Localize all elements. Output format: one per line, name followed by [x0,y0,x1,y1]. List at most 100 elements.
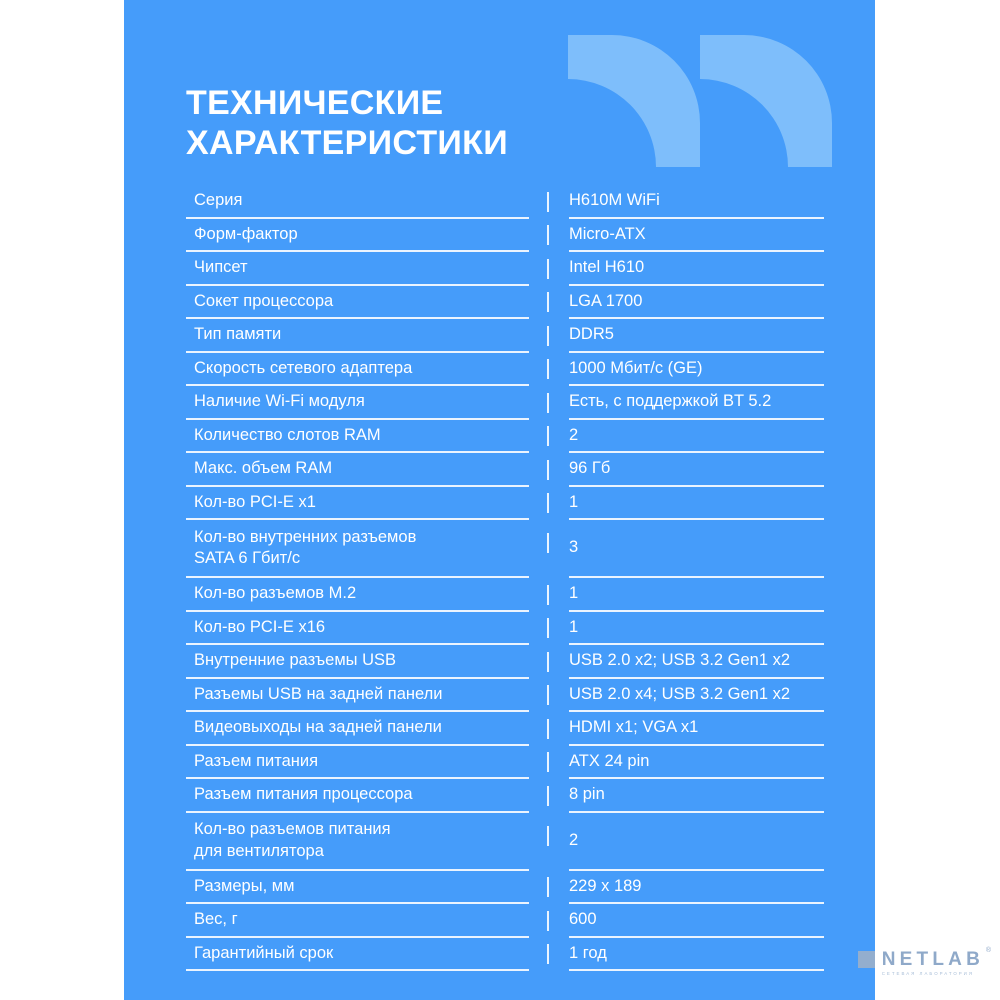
spec-label-cell: Разъемы USB на задней панели [186,679,539,713]
column-divider-tick [539,286,557,320]
spec-value-cell: LGA 1700 [557,286,836,320]
column-divider-tick [539,578,557,612]
spec-label-cell: Скорость сетевого адаптера [186,353,539,387]
registered-mark-icon: ® [985,946,991,954]
spec-label-text: Внутренние разъемы USB [194,651,397,670]
column-divider-tick [539,453,557,487]
spec-value-text: 1 [569,584,579,603]
spec-label-text: Кол-во разъемов M.2 [194,584,357,603]
spec-value-text: 1 год [569,943,607,962]
spec-value-cell: H610M WiFi [557,185,836,219]
spec-label-text: Кол-во разъемов питания для вентилятора [194,819,391,862]
spec-value-cell: 1000 Мбит/с (GE) [557,353,836,387]
spec-value-text: 3 [569,538,579,557]
page-title: ТЕХНИЧЕСКИЕ ХАРАКТЕРИСТИКИ [186,83,706,163]
spec-label-cell: Форм-фактор [186,219,539,253]
column-divider-tick [539,219,557,253]
table-row: Серия H610M WiFi [186,185,836,219]
spec-label-cell: Количество слотов RAM [186,420,539,454]
netlab-logo: NETLAB сетевая лаборатория ® [857,947,991,976]
table-row: Кол-во внутренних разъемов SATA 6 Гбит/с 3 [186,520,836,578]
table-row: Количество слотов RAM 2 [186,420,836,454]
column-divider-tick [539,353,557,387]
spec-table: Серия H610M WiFi Форм-фактор Micro-ATX Чипсе… [186,185,836,971]
spec-value-cell: Intel H610 [557,252,836,286]
spec-label-text: Чипсет [194,258,248,277]
spec-label-text: Гарантийный срок [194,943,334,962]
column-divider-tick [539,420,557,454]
table-row: Разъем питания процессора 8 pin [186,779,836,813]
spec-label-cell: Вес, г [186,904,539,938]
spec-value-text: 229 x 189 [569,876,642,895]
column-divider-tick [539,487,557,521]
spec-label-cell: Кол-во PCI-E x16 [186,612,539,646]
spec-value-cell: Есть, с поддержкой BT 5.2 [557,386,836,420]
spec-label-text: Серия [194,191,243,210]
spec-value-cell: DDR5 [557,319,836,353]
spec-label-cell: Видеовыходы на задней панели [186,712,539,746]
spec-label-cell: Чипсет [186,252,539,286]
spec-value-text: Micro-ATX [569,224,646,243]
table-row: Форм-фактор Micro-ATX [186,219,836,253]
spec-label-text-line2: для вентилятора [194,841,324,860]
table-row: Разъемы USB на задней панели USB 2.0 x4; … [186,679,836,713]
spec-value-text: Есть, с поддержкой BT 5.2 [569,392,772,411]
spec-value-text: Intel H610 [569,258,645,277]
spec-value-text: 600 [569,910,597,929]
table-row: Чипсет Intel H610 [186,252,836,286]
column-divider-tick [539,252,557,286]
spec-value-cell: 2 [557,420,836,454]
spec-label-text: Размеры, мм [194,876,295,895]
netlab-logo-square-icon [857,950,875,968]
column-divider-tick [539,679,557,713]
spec-label-cell: Разъем питания [186,746,539,780]
spec-value-text: H610M WiFi [569,191,660,210]
netlab-logo-text: NETLAB сетевая лаборатория ® [881,947,991,976]
spec-value-cell: 1 [557,487,836,521]
table-row: Вес, г 600 [186,904,836,938]
spec-value-text: DDR5 [569,325,614,344]
spec-value-text: 2 [569,830,579,849]
spec-label-cell: Разъем питания процессора [186,779,539,813]
spec-panel: ТЕХНИЧЕСКИЕ ХАРАКТЕРИСТИКИ Серия H610M Wi… [124,0,875,1000]
page-title-line-2: ХАРАКТЕРИСТИКИ [186,124,508,163]
spec-label-text: Видеовыходы на задней панели [194,718,442,737]
table-row: Тип памяти DDR5 [186,319,836,353]
column-divider-tick [539,712,557,746]
spec-value-cell: 229 x 189 [557,871,836,905]
spec-value-cell: 1 [557,612,836,646]
table-row: Макс. объем RAM 96 Гб [186,453,836,487]
spec-value-text: 96 Гб [569,459,611,478]
column-divider-tick [539,871,557,905]
spec-value-text: 1 [569,492,579,511]
table-row: Размеры, мм 229 x 189 [186,871,836,905]
column-divider-tick [539,904,557,938]
spec-value-cell: HDMI x1; VGA x1 [557,712,836,746]
spec-value-text: ATX 24 pin [569,751,650,770]
spec-value-cell: ATX 24 pin [557,746,836,780]
table-row: Кол-во PCI-E x1 1 [186,487,836,521]
column-divider-tick [539,386,557,420]
column-divider-tick [539,612,557,646]
spec-label-text: Разъем питания процессора [194,785,413,804]
spec-label-text: Форм-фактор [194,224,298,243]
table-row: Видеовыходы на задней панели HDMI x1; VGA… [186,712,836,746]
spec-label-text: Количество слотов RAM [194,425,381,444]
column-divider-tick [539,746,557,780]
spec-label-cell: Тип памяти [186,319,539,353]
spec-value-cell: USB 2.0 x2; USB 3.2 Gen1 x2 [557,645,836,679]
netlab-logo-tagline: сетевая лаборатория [881,970,974,976]
spec-label-text: Кол-во PCI-E x1 [194,492,316,511]
table-row: Наличие Wi-Fi модуля Есть, с поддержкой B… [186,386,836,420]
column-divider-tick [539,779,557,813]
spec-label-text: Кол-во внутренних разъемов SATA 6 Гбит/с [194,527,416,570]
spec-label-cell: Кол-во разъемов M.2 [186,578,539,612]
table-row: Сокет процессора LGA 1700 [186,286,836,320]
column-divider-tick [539,645,557,679]
spec-value-cell: 2 [557,813,836,871]
spec-label-text-line2: SATA 6 Гбит/с [194,549,301,567]
spec-label-text: Наличие Wi-Fi модуля [194,392,365,411]
spec-label-text: Вес, г [194,910,238,929]
spec-label-cell: Кол-во PCI-E x1 [186,487,539,521]
